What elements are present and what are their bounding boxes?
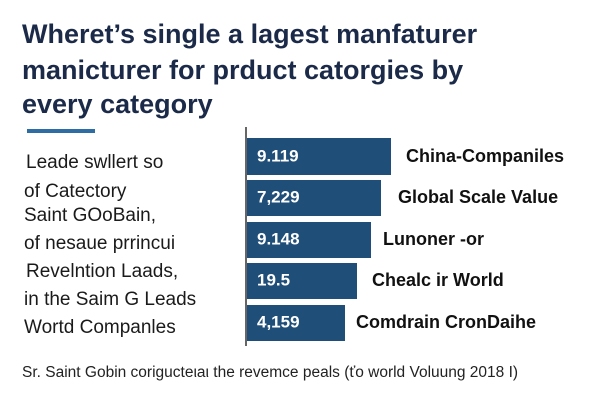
side-text: in the Saim G Leads	[24, 289, 196, 310]
side-text: Leade swllert so	[26, 152, 163, 173]
side-text: of Catectory	[24, 181, 127, 202]
bar-value: 4,159	[257, 312, 300, 331]
side-text: Revelntion Laads,	[26, 261, 178, 282]
title-line: manicturer for prduct catorgies by	[22, 55, 463, 85]
bar	[247, 222, 371, 258]
side-text: of nesaue prrincui	[24, 233, 175, 254]
bar-label: Global Scale Value	[398, 187, 558, 207]
title-line: every category	[22, 89, 213, 119]
bar-value: 9.148	[257, 229, 300, 248]
bar	[247, 138, 391, 175]
bar	[247, 263, 357, 299]
side-text: Wortd Companles	[24, 317, 176, 338]
bar-value: 9.119	[257, 146, 299, 165]
bar-label: Chealc ir World	[372, 270, 504, 290]
title-line: Wheret’s single a lagest manfaturer	[22, 19, 478, 49]
side-text: Saint GOoBain,	[24, 205, 156, 226]
bar-label: China-Companiles	[406, 146, 564, 166]
bar-value: 19.5	[257, 270, 290, 289]
bar	[247, 180, 381, 216]
bar-label: Lunoner -or	[383, 229, 484, 249]
bar-value: 7,229	[257, 187, 300, 206]
accent-rule	[27, 129, 95, 133]
footnote: Sr. Saint Gobin coriguctеιaι the revemce…	[22, 364, 518, 381]
bar	[247, 305, 345, 341]
bar-label: Comdrain CronDaihe	[356, 312, 536, 332]
